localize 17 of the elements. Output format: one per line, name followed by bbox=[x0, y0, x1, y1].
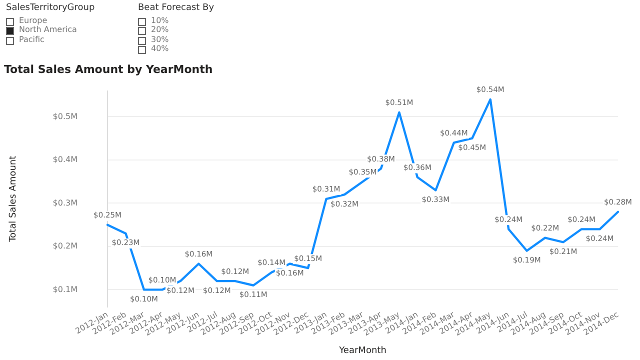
text: 30% bbox=[151, 34, 169, 44]
y-tick-label: $0.4M bbox=[52, 155, 78, 164]
y-tick-label: $0.3M bbox=[52, 198, 78, 208]
text: Europe bbox=[19, 16, 48, 24]
text: 20% bbox=[151, 25, 169, 34]
text: North America bbox=[19, 25, 77, 34]
text: 40% bbox=[151, 44, 169, 53]
text: Beat Forecast By bbox=[138, 3, 214, 13]
y-tick-label: $0.1M bbox=[52, 284, 78, 294]
y-axis-title: Total Sales Amount bbox=[8, 155, 19, 243]
y-tick-label: $0.2M bbox=[52, 242, 78, 251]
text: SalesTerritoryGroup bbox=[6, 3, 95, 13]
text: Pacific bbox=[19, 34, 44, 44]
y-tick-label: $0.5M bbox=[52, 112, 78, 121]
text: 10% bbox=[151, 16, 169, 24]
x-axis-title: YearMonth bbox=[338, 346, 386, 356]
chart-title: Total Sales Amount by YearMonth bbox=[4, 63, 213, 76]
